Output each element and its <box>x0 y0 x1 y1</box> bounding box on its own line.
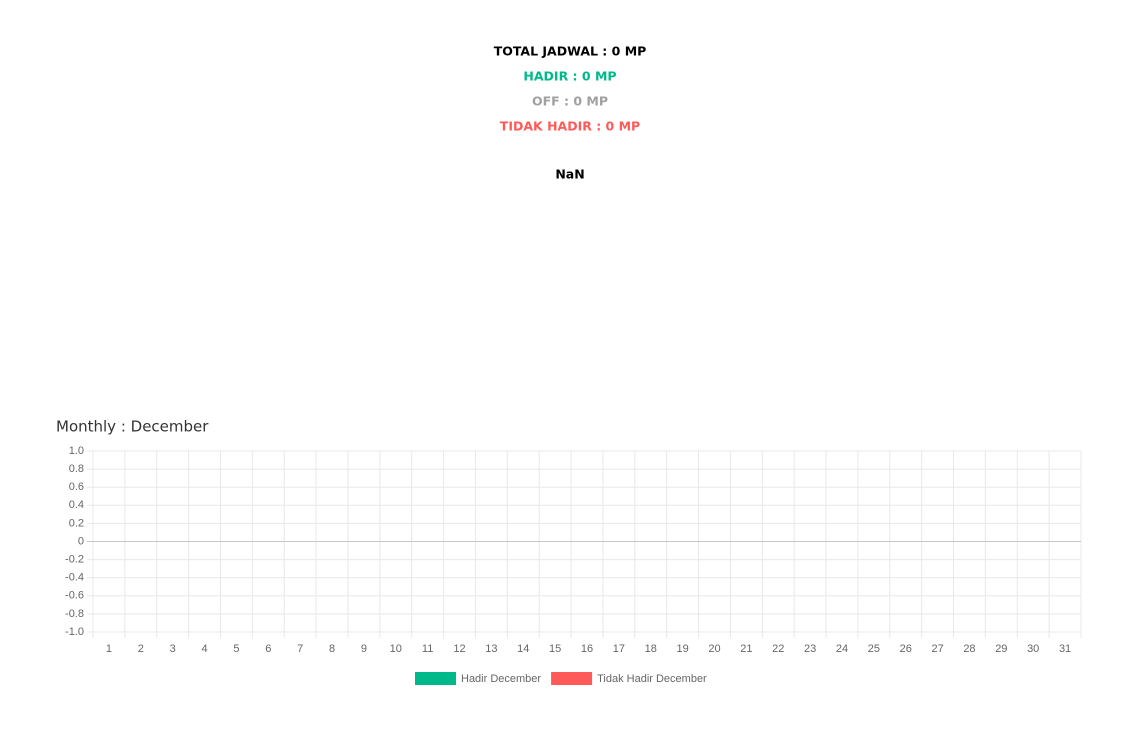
x-tick-label: 2 <box>138 643 144 655</box>
legend-label: Hadir December <box>461 673 541 685</box>
tidak-hadir: TIDAK HADIR : 0 MP <box>500 119 640 134</box>
result: NaN <box>555 167 584 182</box>
x-tick-label: 8 <box>329 643 335 655</box>
y-tick-label: 0.6 <box>69 481 84 493</box>
total-jadwal: TOTAL JADWAL : 0 MP <box>494 44 647 59</box>
x-tick-label: 22 <box>772 643 784 655</box>
legend-swatch <box>551 672 593 685</box>
x-tick-label: 29 <box>995 643 1007 655</box>
x-tick-label: 1 <box>106 643 112 655</box>
x-tick-label: 18 <box>645 643 657 655</box>
x-tick-label: 19 <box>676 643 688 655</box>
x-tick-label: 12 <box>453 643 465 655</box>
y-tick-label: -1.0 <box>65 626 84 638</box>
legend-swatch <box>415 672 456 685</box>
legend-label: Tidak Hadir December <box>597 673 707 685</box>
x-tick-label: 28 <box>963 643 975 655</box>
x-tick-label: 14 <box>517 643 529 655</box>
x-tick-label: 5 <box>233 643 239 655</box>
y-tick-label: -0.4 <box>65 572 84 584</box>
y-tick-label: -0.2 <box>65 554 84 566</box>
x-tick-label: 27 <box>931 643 943 655</box>
x-tick-label: 30 <box>1027 643 1039 655</box>
x-tick-label: 17 <box>613 643 625 655</box>
y-tick-label: 0.4 <box>69 499 84 511</box>
x-tick-label: 6 <box>265 643 271 655</box>
x-tick-label: 13 <box>485 643 497 655</box>
x-tick-label: 21 <box>740 643 752 655</box>
y-tick-label: -0.6 <box>65 590 84 602</box>
x-tick-label: 16 <box>581 643 593 655</box>
x-tick-label: 4 <box>201 643 207 655</box>
x-tick-label: 11 <box>422 643 433 655</box>
x-tick-label: 9 <box>361 643 367 655</box>
y-tick-label: 1.0 <box>69 445 84 457</box>
y-tick-label: 0.2 <box>69 517 84 529</box>
x-tick-label: 3 <box>170 643 176 655</box>
x-tick-label: 15 <box>549 643 561 655</box>
x-tick-label: 24 <box>836 643 848 655</box>
x-tick-label: 7 <box>297 643 303 655</box>
x-tick-label: 26 <box>900 643 912 655</box>
y-tick-label: -0.8 <box>65 608 84 620</box>
y-tick-label: 0.8 <box>69 463 84 475</box>
x-tick-label: 31 <box>1059 643 1071 655</box>
hadir: HADIR : 0 MP <box>523 69 616 84</box>
x-tick-label: 25 <box>868 643 880 655</box>
x-tick-label: 10 <box>390 643 402 655</box>
chart-title: Monthly : December <box>56 418 209 436</box>
x-tick-label: 20 <box>708 643 720 655</box>
x-tick-label: 23 <box>804 643 816 655</box>
off: OFF : 0 MP <box>532 94 608 109</box>
y-tick-label: 0 <box>78 535 84 547</box>
